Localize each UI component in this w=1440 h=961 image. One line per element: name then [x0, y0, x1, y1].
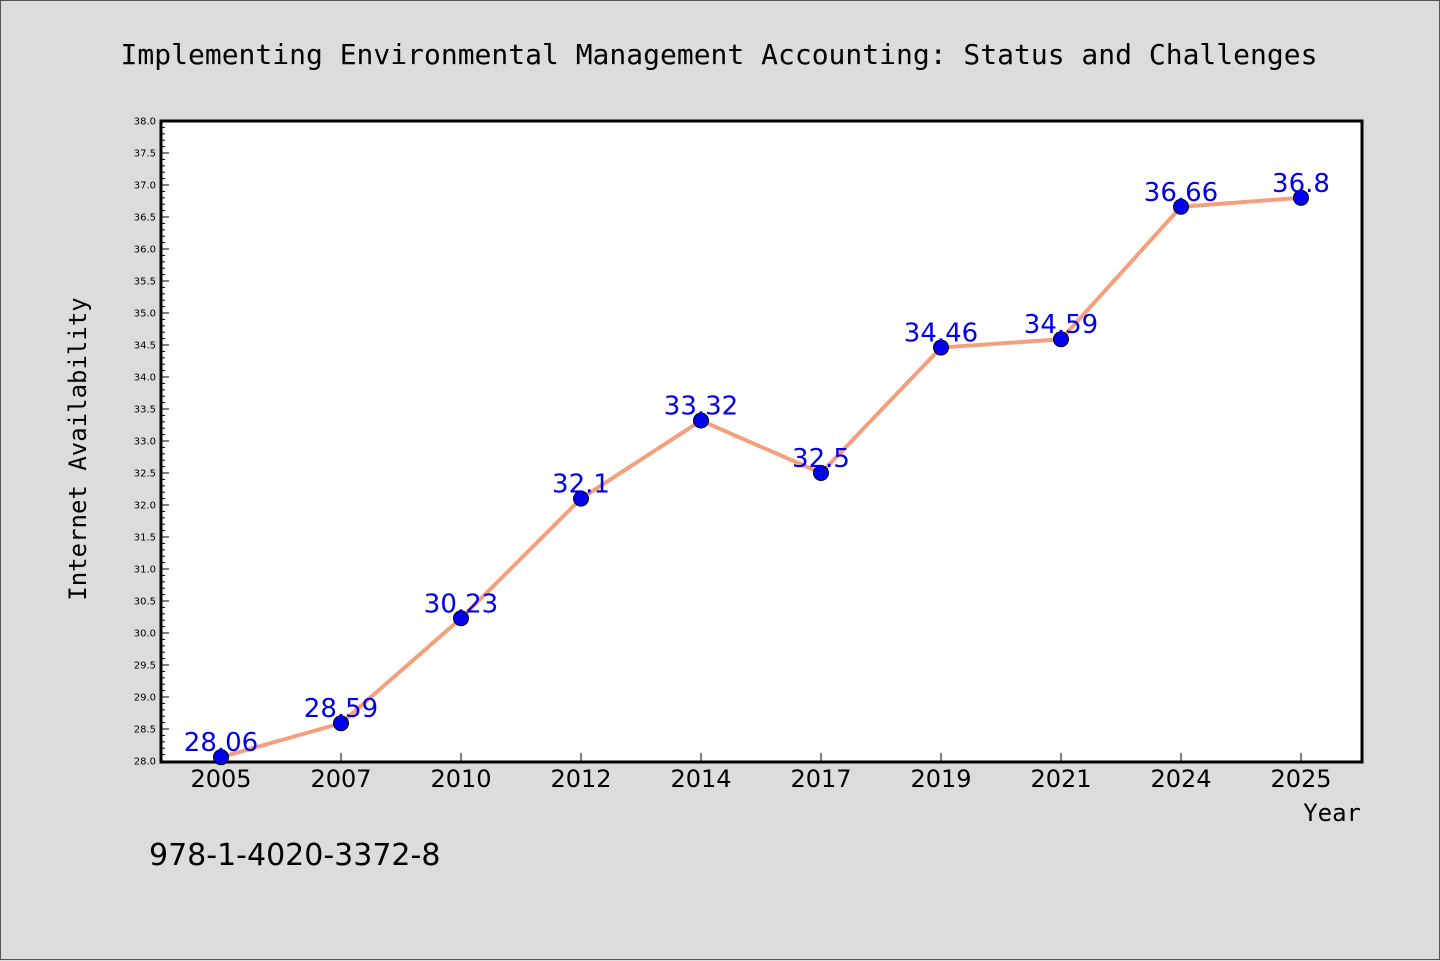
data-label: 28.59 — [304, 694, 378, 724]
x-tick-label: 2012 — [550, 765, 611, 793]
y-tick-label: 29.0 — [134, 693, 156, 704]
y-tick-label: 35.0 — [134, 309, 156, 320]
y-tick-label: 33.0 — [134, 437, 156, 448]
x-axis: 2005 2007 2010 2012 2014 2017 2019 2021 2024 2025 — [190, 753, 1332, 793]
data-labels: 28.06 28.59 30.23 32.1 33.32 32.5 34.46 34.59 36… — [184, 169, 1330, 758]
data-point — [813, 465, 829, 481]
data-point — [933, 339, 949, 356]
data-point — [1293, 189, 1309, 206]
data-label: 36.66 — [1144, 178, 1218, 208]
y-axis-label: Internet Availability — [64, 297, 92, 600]
data-point — [1173, 198, 1189, 215]
y-tick-label: 36.0 — [134, 245, 156, 256]
x-tick-label: 2025 — [1270, 765, 1331, 793]
x-tick-label: 2007 — [310, 765, 371, 793]
y-tick-label: 37.0 — [134, 181, 156, 192]
x-tick-label: 2024 — [1150, 765, 1211, 793]
series-line — [220, 195, 1302, 760]
y-tick-label: 36.5 — [134, 213, 156, 224]
y-tick-label: 35.5 — [134, 277, 156, 288]
data-label: 36.8 — [1272, 169, 1330, 199]
data-point — [573, 490, 589, 507]
y-tick-label: 30.0 — [134, 629, 156, 640]
data-point — [693, 412, 709, 429]
y-tick-label: 31.0 — [134, 565, 156, 576]
isbn-text: 978-1-4020-3372-8 — [149, 838, 440, 873]
data-label: 33.32 — [664, 392, 738, 422]
chart-title: Implementing Environmental Management Ac… — [121, 38, 1318, 71]
y-tick-label: 32.5 — [134, 469, 156, 480]
y-tick-label: 30.5 — [134, 597, 156, 608]
x-tick-label: 2019 — [910, 765, 971, 793]
x-tick-label: 2017 — [790, 765, 851, 793]
y-tick-label: 28.0 — [134, 757, 156, 768]
x-tick-label: 2014 — [670, 765, 731, 793]
data-point — [333, 715, 349, 732]
data-label: 32.5 — [792, 444, 850, 474]
y-tick-label: 37.5 — [134, 149, 156, 160]
x-axis-label: Year — [1303, 799, 1361, 827]
y-tick-label: 38.0 — [134, 117, 156, 128]
x-tick-label: 2005 — [190, 765, 251, 793]
y-tick-label: 32.0 — [134, 501, 156, 512]
plot-area — [159, 119, 1364, 764]
y-tick-label: 34.0 — [134, 373, 156, 384]
y-tick-label: 28.5 — [134, 725, 156, 736]
data-label: 34.59 — [1024, 310, 1098, 340]
data-markers — [213, 189, 1309, 766]
y-tick-label: 33.5 — [134, 405, 156, 416]
data-label: 30.23 — [424, 589, 498, 619]
data-point — [213, 749, 229, 766]
y-axis: 28.0 28.5 29.0 29.5 30.0 30.5 31.0 31.5 32.0 32.5… — [134, 117, 169, 768]
y-tick-label: 34.5 — [134, 341, 156, 352]
x-tick-label: 2010 — [430, 765, 491, 793]
data-label: 34.46 — [904, 319, 978, 349]
data-label: 28.06 — [184, 728, 258, 758]
y-tick-label: 31.5 — [134, 533, 156, 544]
y-tick-label: 29.5 — [134, 661, 156, 672]
data-point — [1053, 331, 1069, 348]
data-label: 32.1 — [552, 470, 610, 500]
x-tick-label: 2021 — [1030, 765, 1091, 793]
data-point — [453, 610, 469, 627]
